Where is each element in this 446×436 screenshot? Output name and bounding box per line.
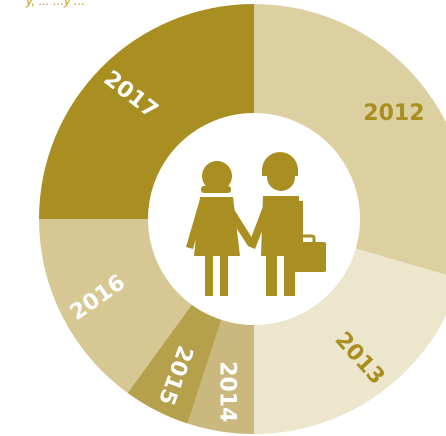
center-hole	[148, 113, 360, 325]
slice-label-2012: 2012	[363, 101, 424, 126]
couple-icon	[186, 152, 326, 296]
top-caption: y, ... ...y ...	[26, 0, 85, 8]
slice-label-2014: 2014	[215, 361, 240, 422]
